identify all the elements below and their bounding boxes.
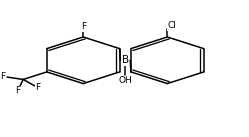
Text: F: F bbox=[81, 22, 86, 31]
Text: Cl: Cl bbox=[168, 21, 177, 30]
Text: OH: OH bbox=[118, 76, 132, 85]
Text: F: F bbox=[36, 83, 41, 92]
Text: F: F bbox=[15, 86, 20, 95]
Text: F: F bbox=[0, 72, 5, 81]
Text: B: B bbox=[122, 55, 129, 65]
